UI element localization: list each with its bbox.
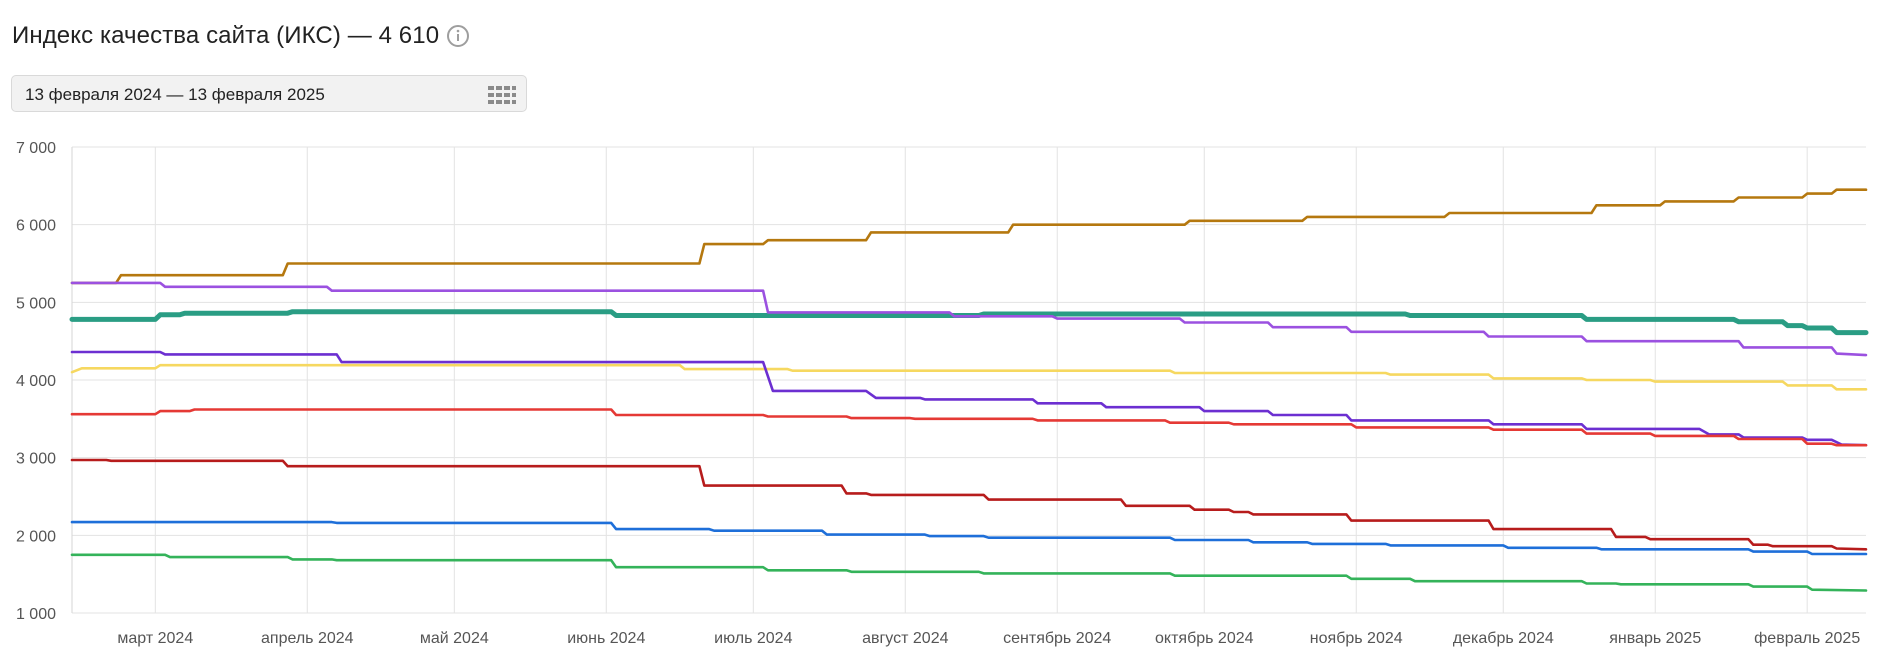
y-tick-label: 1 000 [16, 606, 56, 623]
info-icon[interactable] [446, 24, 470, 48]
y-tick-label: 6 000 [16, 218, 56, 235]
x-tick-label: февраль 2025 [1754, 630, 1860, 647]
series-line-8 [70, 520, 1868, 556]
y-tick-label: 4 000 [16, 373, 56, 390]
series-line-7 [70, 458, 1868, 551]
x-tick-label: август 2024 [862, 630, 949, 647]
date-range-label: 13 февраля 2024 — 13 февраля 2025 [25, 85, 325, 104]
series-line-6 [70, 408, 1868, 447]
header: Индекс качества сайта (ИКС) — 4 610 [12, 22, 470, 50]
x-tick-label: сентябрь 2024 [1003, 630, 1111, 647]
calendar-icon[interactable] [488, 85, 516, 105]
x-tick-label: май 2024 [420, 630, 489, 647]
line-chart: 1 000 2 000 3 000 4 000 5 000 6 000 7 000 март… [16, 140, 1869, 647]
page-title: Индекс качества сайта (ИКС) — 4 610 [12, 22, 440, 49]
x-tick-label: июль 2024 [714, 630, 792, 647]
x-tick-label: апрель 2024 [261, 630, 354, 647]
x-tick-label: июнь 2024 [567, 630, 645, 647]
x-tick-label: октябрь 2024 [1155, 630, 1254, 647]
series-line-1 [70, 188, 1868, 285]
y-axis: 1 000 2 000 3 000 4 000 5 000 6 000 7 000 [16, 140, 56, 623]
series-line-4 [70, 363, 1868, 391]
series-line-5 [70, 350, 1868, 447]
chart-grid [71, 146, 1866, 614]
series-line-2 [69, 309, 1869, 336]
series-line-3 [70, 281, 1868, 357]
series-line-9 [70, 553, 1868, 592]
y-tick-label: 7 000 [16, 140, 56, 157]
y-tick-label: 5 000 [16, 295, 56, 312]
x-axis: март 2024 апрель 2024 май 2024 июнь 2024 июл… [117, 630, 1860, 647]
date-range-picker[interactable]: 13 февраля 2024 — 13 февраля 2025 [11, 75, 527, 112]
x-tick-label: март 2024 [117, 630, 193, 647]
x-tick-label: ноябрь 2024 [1310, 630, 1403, 647]
x-tick-label: декабрь 2024 [1453, 630, 1554, 647]
y-tick-label: 2 000 [16, 528, 56, 545]
x-tick-label: январь 2025 [1609, 630, 1701, 647]
chart-series [69, 188, 1869, 592]
y-tick-label: 3 000 [16, 451, 56, 468]
